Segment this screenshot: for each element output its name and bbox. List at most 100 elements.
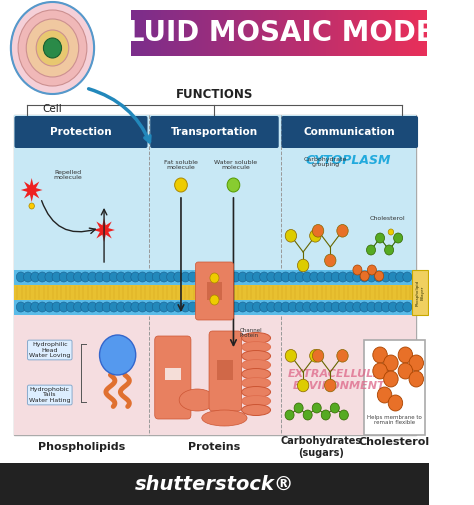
Circle shape	[393, 233, 403, 243]
Circle shape	[396, 272, 405, 282]
Circle shape	[366, 245, 375, 255]
Bar	[350, 10, 353, 56]
Circle shape	[310, 302, 319, 312]
Circle shape	[59, 272, 68, 282]
Ellipse shape	[242, 386, 271, 397]
Circle shape	[317, 272, 326, 282]
Bar	[327, 10, 329, 56]
Bar	[368, 10, 371, 56]
Circle shape	[360, 302, 369, 312]
FancyBboxPatch shape	[15, 116, 147, 148]
Circle shape	[238, 272, 247, 282]
Circle shape	[174, 272, 183, 282]
Circle shape	[227, 178, 240, 192]
Bar	[279, 10, 282, 56]
Circle shape	[202, 302, 211, 312]
Circle shape	[31, 272, 40, 282]
Circle shape	[11, 2, 94, 94]
Text: Phospholipids: Phospholipids	[38, 442, 125, 452]
Bar	[362, 10, 365, 56]
Circle shape	[353, 265, 362, 275]
Circle shape	[44, 38, 62, 58]
Bar	[288, 10, 291, 56]
Bar	[134, 10, 137, 56]
Circle shape	[267, 302, 276, 312]
Text: Protection: Protection	[50, 127, 112, 137]
Circle shape	[403, 302, 412, 312]
Bar	[389, 10, 392, 56]
Bar	[276, 10, 279, 56]
Bar	[164, 368, 181, 380]
Circle shape	[253, 272, 262, 282]
Circle shape	[100, 335, 136, 375]
Circle shape	[374, 272, 383, 282]
Bar	[344, 10, 347, 56]
Bar	[401, 10, 403, 56]
Circle shape	[381, 272, 390, 282]
Text: Hydrophilic
Head
Water Loving: Hydrophilic Head Water Loving	[29, 342, 71, 359]
Bar	[329, 10, 332, 56]
Circle shape	[324, 272, 333, 282]
Text: Hydrophobic
Tails
Water Hating: Hydrophobic Tails Water Hating	[29, 387, 71, 403]
Ellipse shape	[242, 360, 271, 371]
Circle shape	[281, 302, 290, 312]
Circle shape	[409, 355, 423, 371]
Circle shape	[26, 19, 79, 77]
Circle shape	[310, 272, 319, 282]
Ellipse shape	[242, 341, 271, 352]
Circle shape	[246, 302, 255, 312]
Bar	[220, 10, 223, 56]
Bar	[374, 10, 377, 56]
Circle shape	[138, 272, 147, 282]
Bar	[332, 10, 336, 56]
Circle shape	[317, 302, 326, 312]
Bar	[14, 300, 416, 315]
Bar	[418, 10, 421, 56]
Text: Cholesterol: Cholesterol	[358, 437, 429, 447]
Circle shape	[294, 403, 303, 413]
Bar	[255, 10, 258, 56]
Bar	[371, 10, 374, 56]
Circle shape	[396, 302, 405, 312]
Ellipse shape	[179, 389, 215, 411]
Circle shape	[331, 302, 340, 312]
Bar	[164, 10, 167, 56]
Circle shape	[73, 272, 82, 282]
Bar	[424, 10, 427, 56]
Circle shape	[367, 272, 376, 282]
Circle shape	[367, 302, 376, 312]
Bar	[229, 10, 232, 56]
Text: shutterstock®: shutterstock®	[135, 475, 294, 493]
Bar	[187, 10, 191, 56]
Bar	[217, 360, 234, 380]
Circle shape	[45, 302, 54, 312]
Circle shape	[246, 272, 255, 282]
Circle shape	[73, 302, 82, 312]
Bar	[318, 10, 320, 56]
Bar	[217, 10, 220, 56]
Circle shape	[152, 302, 161, 312]
Circle shape	[217, 272, 226, 282]
Text: Phospholipid
Bilayer: Phospholipid Bilayer	[416, 279, 424, 306]
FancyBboxPatch shape	[282, 116, 418, 148]
Text: Transportation: Transportation	[171, 127, 258, 137]
Bar	[297, 10, 300, 56]
Circle shape	[285, 410, 294, 420]
Circle shape	[131, 272, 140, 282]
Bar	[173, 10, 176, 56]
Circle shape	[52, 302, 61, 312]
Bar	[246, 10, 250, 56]
Circle shape	[231, 272, 240, 282]
Text: Channel
Protein: Channel Protein	[240, 328, 263, 338]
Bar	[253, 10, 255, 56]
Bar	[238, 10, 241, 56]
Circle shape	[285, 349, 297, 362]
Bar	[380, 10, 383, 56]
Bar	[137, 10, 140, 56]
Text: CYTOPLASM: CYTOPLASM	[306, 154, 391, 167]
Circle shape	[398, 347, 413, 363]
Circle shape	[117, 272, 126, 282]
Circle shape	[338, 302, 347, 312]
Bar	[241, 10, 244, 56]
Circle shape	[152, 272, 161, 282]
